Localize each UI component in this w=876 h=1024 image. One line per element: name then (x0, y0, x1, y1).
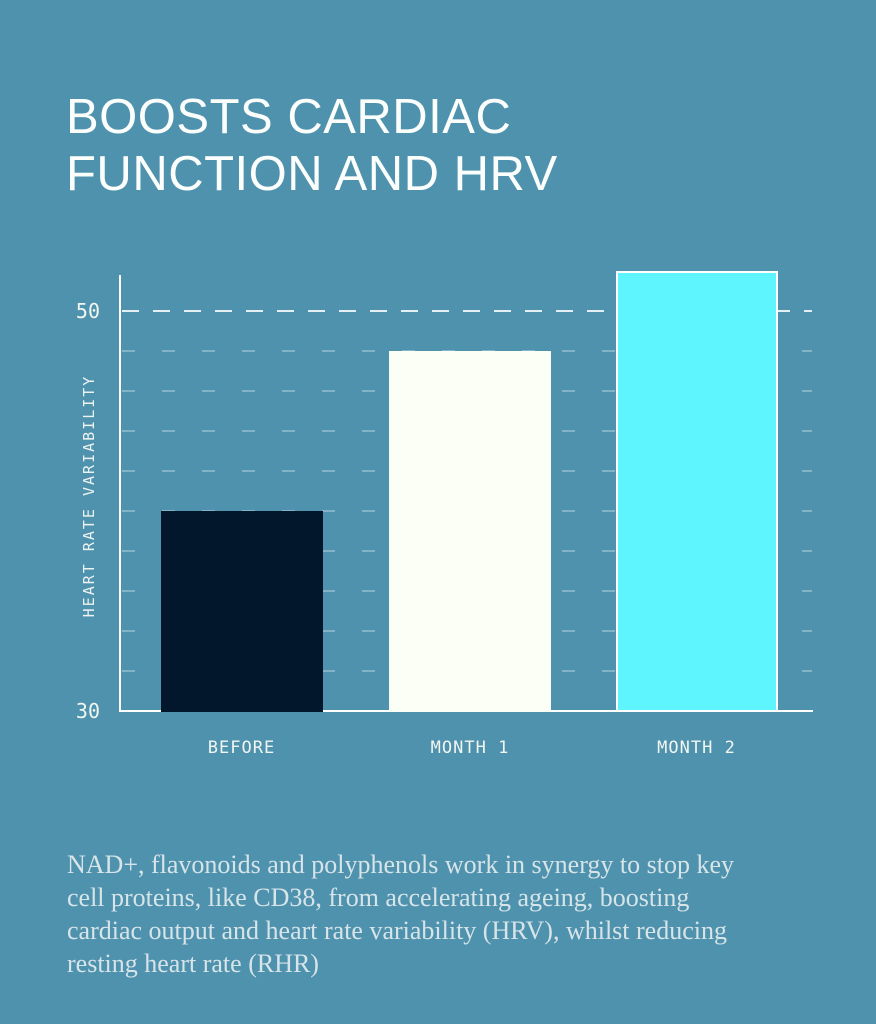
x-category-label: MONTH 1 (430, 738, 510, 758)
y-axis-line (119, 275, 121, 712)
infographic-title: BOOSTS CARDIAC FUNCTION AND HRV (66, 89, 558, 201)
bar-month-1 (389, 351, 551, 712)
y-axis-title: HEART RATE VARIABILITY (80, 374, 98, 618)
gridline-50 (122, 310, 812, 312)
bar-before (160, 511, 323, 712)
x-category-label: BEFORE (207, 738, 276, 758)
bar-month-2 (615, 271, 778, 712)
description-text: NAD+, flavonoids and polyphenols work in… (67, 850, 735, 978)
y-tick-label-30: 30 (75, 699, 100, 723)
x-category-label: MONTH 2 (657, 738, 736, 758)
y-tick-label-50: 50 (75, 299, 100, 323)
